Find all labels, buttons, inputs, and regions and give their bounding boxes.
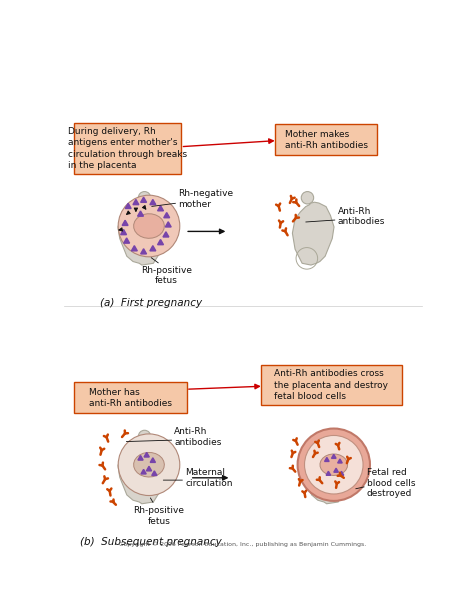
Polygon shape [133,199,139,205]
Polygon shape [334,468,338,472]
Polygon shape [118,441,166,504]
Circle shape [298,428,370,501]
FancyBboxPatch shape [275,124,377,155]
Text: Anti-Rh
antibodies: Anti-Rh antibodies [337,207,385,226]
Text: Copyright © 2006 Pearson Education, Inc., publishing as Benjamin Cummings.: Copyright © 2006 Pearson Education, Inc.… [119,541,366,547]
Text: Mother has
anti-Rh antibodies: Mother has anti-Rh antibodies [89,387,172,408]
Polygon shape [141,249,146,254]
Polygon shape [131,246,137,251]
Text: Rh-positive
fetus: Rh-positive fetus [134,506,184,526]
Circle shape [301,191,314,204]
Polygon shape [141,197,146,202]
Text: (a)  First pregnancy: (a) First pregnancy [100,299,202,308]
Text: Fetal red
blood cells
destroyed: Fetal red blood cells destroyed [367,468,415,498]
Text: (b)  Subsequent pregnancy: (b) Subsequent pregnancy [81,537,222,547]
Text: Rh-negative
mother: Rh-negative mother [178,189,233,209]
Text: Rh-positive
fetus: Rh-positive fetus [141,266,192,286]
Polygon shape [134,214,164,238]
Text: During delivery, Rh
antigens enter mother's
circulation through breaks
in the pl: During delivery, Rh antigens enter mothe… [68,127,187,170]
Circle shape [323,430,336,443]
Circle shape [138,430,151,443]
Polygon shape [339,471,344,475]
Circle shape [118,195,180,257]
Text: Anti-Rh antibodies cross
the placenta and destroy
fetal blood cells: Anti-Rh antibodies cross the placenta an… [274,370,389,402]
Polygon shape [164,213,170,218]
FancyBboxPatch shape [73,123,182,175]
Polygon shape [325,457,329,462]
Polygon shape [118,202,166,265]
Polygon shape [120,229,127,235]
Polygon shape [163,232,169,237]
Polygon shape [122,220,128,226]
Circle shape [304,435,363,494]
Polygon shape [150,199,156,205]
Polygon shape [157,240,164,245]
Polygon shape [292,202,334,265]
Polygon shape [331,454,336,459]
Polygon shape [326,471,331,475]
Polygon shape [146,466,152,471]
Polygon shape [124,238,129,243]
FancyBboxPatch shape [73,383,187,413]
Text: Mother makes
anti-Rh antibodies: Mother makes anti-Rh antibodies [284,129,367,150]
Polygon shape [157,205,164,211]
Polygon shape [303,441,351,504]
Polygon shape [152,471,157,476]
Polygon shape [337,459,342,463]
Polygon shape [165,222,171,227]
Circle shape [138,191,151,204]
Text: Maternal
circulation: Maternal circulation [185,468,233,487]
Polygon shape [134,452,164,477]
Polygon shape [150,458,155,462]
Circle shape [118,434,180,495]
Polygon shape [144,452,149,457]
FancyBboxPatch shape [261,365,401,405]
Polygon shape [150,246,156,251]
Text: Anti-Rh
antibodies: Anti-Rh antibodies [174,427,222,447]
Polygon shape [320,454,347,476]
Polygon shape [141,470,146,474]
Polygon shape [138,455,143,460]
Polygon shape [125,204,131,208]
Polygon shape [137,211,144,216]
